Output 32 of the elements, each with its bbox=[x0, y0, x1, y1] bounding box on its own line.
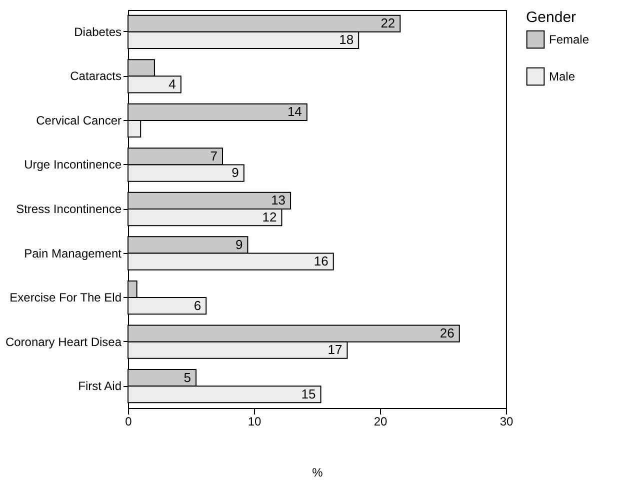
y-tick-label: Cervical Cancer bbox=[36, 113, 122, 128]
y-tick-label: Coronary Heart Disea bbox=[5, 334, 122, 349]
data-label: 4 bbox=[168, 76, 176, 92]
data-label: 18 bbox=[339, 32, 354, 48]
data-label: 6 bbox=[194, 298, 202, 313]
data-label: 16 bbox=[314, 254, 328, 269]
data-label: 5 bbox=[184, 370, 192, 385]
data-label: 9 bbox=[235, 236, 243, 252]
data-label: 14 bbox=[287, 104, 302, 120]
data-label: 22 bbox=[380, 16, 396, 31]
legend-title: Gender bbox=[526, 9, 576, 26]
x-tick-label: 30 bbox=[500, 414, 514, 428]
legend-label: Female bbox=[549, 32, 590, 46]
y-tick-label: Urge Incontinence bbox=[24, 158, 122, 172]
x-tick-label: 20 bbox=[374, 414, 388, 428]
y-tick-label: Diabetes bbox=[74, 24, 122, 39]
x-tick-label: 10 bbox=[248, 414, 262, 428]
data-label: 15 bbox=[301, 386, 316, 402]
data-label: 17 bbox=[328, 342, 342, 358]
legend-label: Male bbox=[549, 70, 576, 84]
y-tick-label: Pain Management bbox=[24, 246, 122, 260]
x-axis-title: % bbox=[312, 466, 324, 480]
data-label: 12 bbox=[262, 209, 277, 224]
y-tick-label: Exercise For The Eld bbox=[10, 290, 122, 305]
y-tick-label: Cataracts bbox=[70, 69, 122, 84]
data-label: 13 bbox=[271, 192, 286, 208]
y-tick-label: Stress Incontinence bbox=[16, 202, 122, 216]
data-label: 7 bbox=[210, 148, 218, 164]
data-label: 26 bbox=[440, 326, 454, 341]
y-tick-label: First Aid bbox=[78, 379, 122, 394]
data-label: 9 bbox=[232, 165, 239, 180]
x-tick-label: 0 bbox=[125, 414, 132, 428]
